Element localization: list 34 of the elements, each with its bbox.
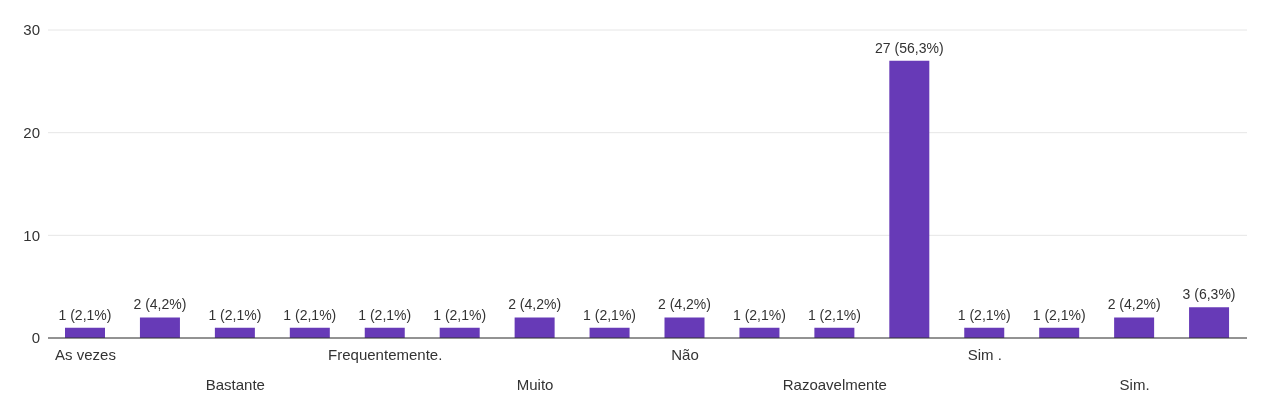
data-label: 1 (2,1%): [1032, 306, 1086, 323]
data-label: 1 (2,1%): [583, 306, 637, 323]
bar: [664, 317, 705, 338]
x-tick-label: Muito: [516, 376, 554, 393]
data-label: 1 (2,1%): [208, 306, 262, 323]
bar: [889, 60, 930, 338]
data-label: 3 (6,3%): [1182, 286, 1236, 303]
x-tick-label: Bastante: [205, 376, 265, 393]
data-label: 2 (4,2%): [133, 296, 187, 313]
x-tick-label: Sim.: [1119, 376, 1150, 393]
y-tick-label: 0: [31, 329, 40, 347]
bar: [514, 317, 555, 338]
data-label: 1 (2,1%): [58, 306, 112, 323]
x-tick-label: As vezes: [55, 346, 116, 363]
data-label: 27 (56,3%): [875, 39, 944, 56]
data-label: 1 (2,1%): [732, 306, 786, 323]
y-tick-label: 20: [23, 123, 40, 141]
data-label: 1 (2,1%): [358, 306, 412, 323]
data-label: 2 (4,2%): [658, 296, 711, 313]
bar: [1114, 317, 1155, 338]
data-label: 2 (4,2%): [1107, 296, 1161, 313]
data-label: 1 (2,1%): [283, 306, 337, 323]
x-tick-label: Sim .: [967, 346, 1002, 363]
data-label: 1 (2,1%): [957, 306, 1011, 323]
y-tick-label: 30: [23, 21, 40, 39]
x-tick-label: Razoavelmente: [782, 376, 887, 393]
x-tick-label: Não: [671, 346, 699, 363]
bar: [1189, 307, 1230, 338]
data-label: 1 (2,1%): [433, 306, 487, 323]
data-label: 2 (4,2%): [508, 296, 562, 313]
x-tick-label: Frequentemente.: [328, 346, 443, 363]
bar: [139, 317, 180, 338]
data-label: 1 (2,1%): [807, 306, 861, 323]
y-tick-label: 10: [23, 226, 40, 244]
